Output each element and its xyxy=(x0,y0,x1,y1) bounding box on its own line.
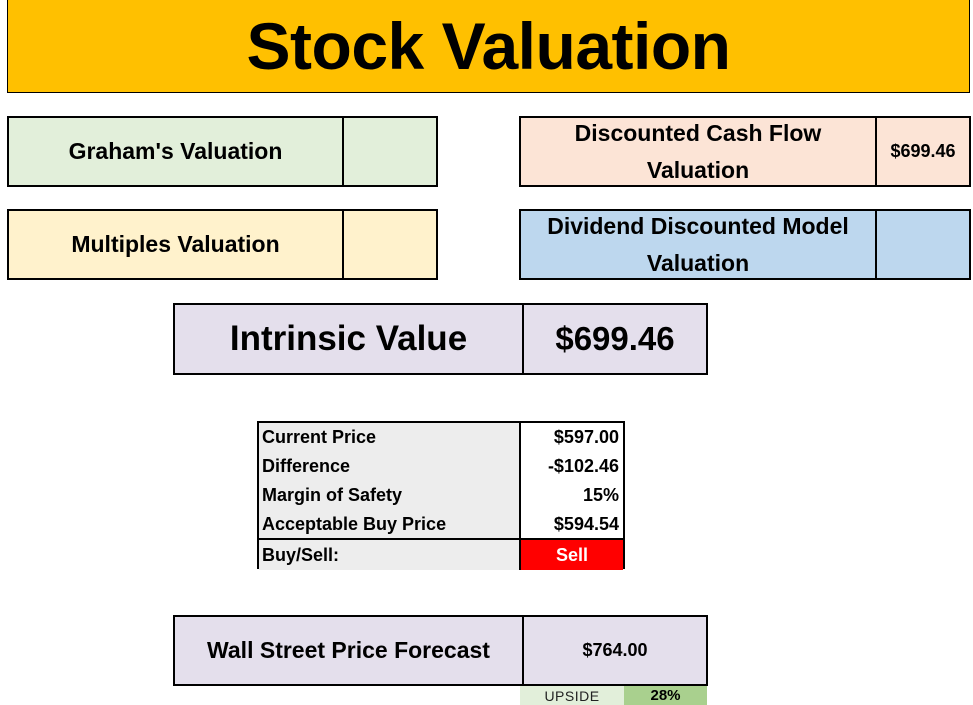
table-row: Acceptable Buy Price $594.54 xyxy=(259,510,623,539)
acceptable-buy-price-label: Acceptable Buy Price xyxy=(259,510,521,539)
dcf-valuation-value[interactable]: $699.46 xyxy=(890,141,956,161)
current-price-label: Current Price xyxy=(259,423,521,452)
acceptable-buy-price-value[interactable]: $594.54 xyxy=(553,514,619,534)
upside-label: UPSIDE xyxy=(520,686,624,705)
wall-street-forecast-label: Wall Street Price Forecast xyxy=(175,617,524,684)
upside-value[interactable]: 28% xyxy=(624,686,707,705)
ddm-valuation-label: Dividend Discounted Model Valuation xyxy=(521,211,877,278)
graham-valuation-value[interactable] xyxy=(344,118,436,185)
table-row: Current Price $597.00 xyxy=(259,423,623,452)
intrinsic-value-label: Intrinsic Value xyxy=(175,305,524,373)
ddm-valuation-value[interactable] xyxy=(877,211,969,278)
table-row: Buy/Sell: Sell xyxy=(259,538,623,570)
wall-street-forecast-box: Wall Street Price Forecast $764.00 xyxy=(173,615,708,686)
intrinsic-value-amount[interactable]: $699.46 xyxy=(555,320,675,357)
multiples-valuation-value[interactable] xyxy=(344,211,436,278)
margin-of-safety-value[interactable]: 15% xyxy=(582,485,619,505)
multiples-valuation-box: Multiples Valuation xyxy=(7,209,438,280)
multiples-valuation-label: Multiples Valuation xyxy=(9,211,344,278)
difference-value[interactable]: -$102.46 xyxy=(547,456,619,476)
table-row: Margin of Safety 15% xyxy=(259,481,623,510)
intrinsic-value-box: Intrinsic Value $699.46 xyxy=(173,303,708,375)
graham-valuation-box: Graham's Valuation xyxy=(7,116,438,187)
current-price-value[interactable]: $597.00 xyxy=(553,427,619,447)
buy-sell-label: Buy/Sell: xyxy=(259,540,521,570)
page-title: Stock Valuation xyxy=(7,0,970,93)
margin-of-safety-label: Margin of Safety xyxy=(259,481,521,510)
wall-street-forecast-value[interactable]: $764.00 xyxy=(582,640,648,660)
difference-label: Difference xyxy=(259,452,521,481)
graham-valuation-label: Graham's Valuation xyxy=(9,118,344,185)
dcf-valuation-label: Discounted Cash Flow Valuation xyxy=(521,118,877,185)
buy-sell-signal[interactable]: Sell xyxy=(521,540,623,570)
price-table: Current Price $597.00 Difference -$102.4… xyxy=(257,421,625,570)
table-row: Difference -$102.46 xyxy=(259,452,623,481)
dcf-valuation-box: Discounted Cash Flow Valuation $699.46 xyxy=(519,116,971,187)
ddm-valuation-box: Dividend Discounted Model Valuation xyxy=(519,209,971,280)
